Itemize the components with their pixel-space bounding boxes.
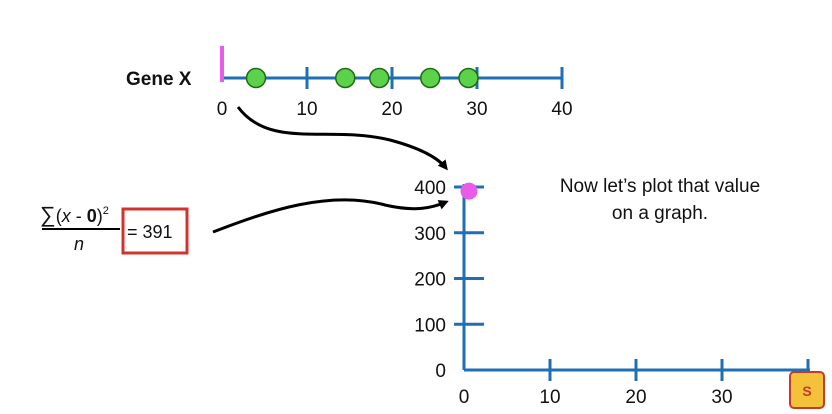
number-line-ticks: 0 10 20 30 40	[217, 67, 573, 120]
graph-y-ticks: 0 100 200 300 400	[414, 178, 484, 382]
graph-y-tick-label: 100	[414, 315, 446, 336]
arrow-from-formula	[212, 198, 449, 234]
result-box	[121, 207, 189, 255]
gene-x-data-point	[245, 67, 267, 89]
graph-x-tick-label: 20	[625, 387, 646, 408]
formula-denominator: n	[74, 234, 84, 254]
gene-x-label: Gene X	[126, 69, 192, 90]
note-line-2: on a graph.	[612, 203, 708, 224]
gene-x-data-point	[420, 67, 441, 89]
graph-points	[460, 182, 478, 200]
graph-y-tick-label: 0	[435, 361, 446, 382]
logo-mark: S	[802, 383, 811, 399]
graph-data-point	[460, 182, 478, 200]
number-line-tick-label: 10	[296, 99, 317, 120]
number-line-tick-label: 40	[551, 99, 572, 120]
graph-y-tick-label: 300	[414, 224, 446, 245]
statquest-logo: S	[789, 371, 825, 409]
formula-numerator: ∑(x - 0)2	[40, 202, 109, 227]
graph-y-tick-label: 200	[414, 270, 446, 291]
gene-x-data-point	[335, 67, 356, 89]
graph-x-tick-label: 30	[711, 387, 732, 408]
number-line-points	[245, 67, 479, 89]
formula-result: = 391	[127, 222, 173, 242]
logo-badge	[789, 371, 825, 409]
gene-x-data-point	[369, 67, 390, 89]
gene-x-number-line: Gene X 0 10 20 30 40	[126, 46, 573, 120]
note-line-1: Now let’s plot that value	[560, 176, 760, 197]
gene-x-data-point	[458, 67, 479, 89]
graph-y-tick-label: 400	[414, 178, 446, 199]
number-line-tick-label: 30	[466, 99, 487, 120]
number-line-tick-label: 20	[381, 99, 402, 120]
arrow-from-number-line	[236, 106, 448, 171]
graph-x-tick-label: 10	[539, 387, 560, 408]
graph-x-tick-label: 0	[459, 387, 470, 408]
number-line-tick-label: 0	[217, 99, 228, 120]
variance-formula: ∑(x - 0)2 n = 391	[40, 202, 189, 255]
